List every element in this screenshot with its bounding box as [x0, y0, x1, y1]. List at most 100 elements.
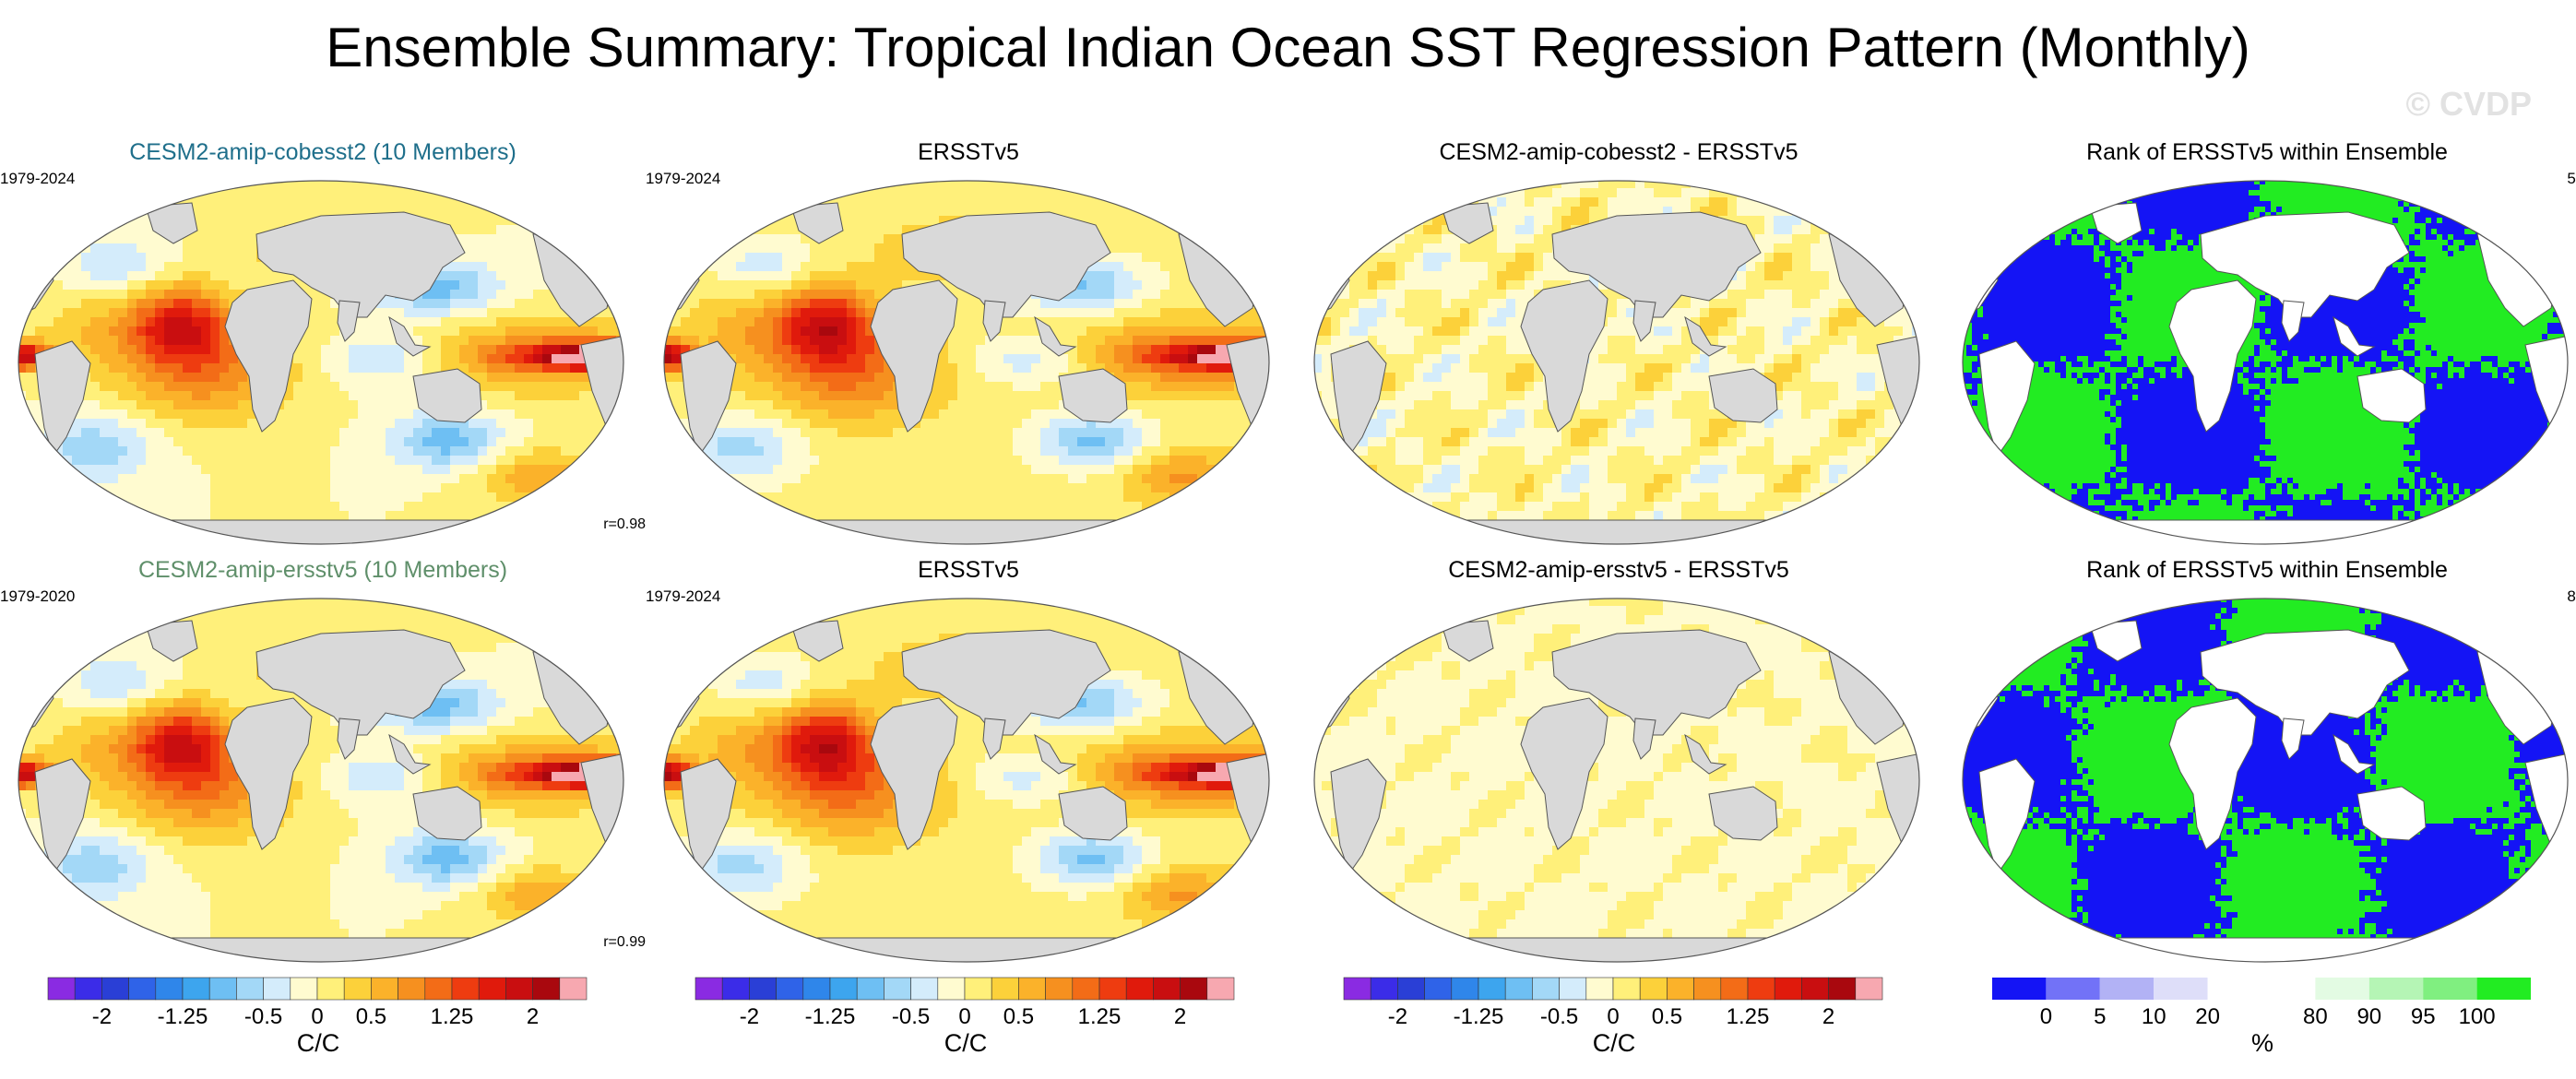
colorbar-swatch	[532, 977, 561, 1001]
colorbar: -2 -1.25 -0.5 0 0.5 1.25 2 C/C	[1342, 976, 1886, 1061]
colorbar-swatch	[1801, 977, 1829, 1001]
colorbar-swatch	[1720, 977, 1749, 1001]
map-panel: ERSSTv5 1979-2024	[646, 556, 1291, 963]
colorbar-graphic: -2 -1.25 -0.5 0 0.5 1.25 2	[694, 977, 1235, 1029]
colorbar-tick-label: 5	[2094, 1004, 2106, 1029]
colorbar-tick-label: 1.25	[1078, 1004, 1122, 1029]
colorbar-tick-label: 0.5	[356, 1004, 386, 1029]
colorbar-tick-label: 2	[527, 1004, 539, 1029]
colorbar-swatch	[1667, 977, 1694, 1001]
map-rank	[1962, 598, 2569, 963]
map-panel: CESM2-amip-cobesst2 (10 Members) 1979-202…	[0, 138, 646, 545]
colorbar-tick-label: 80	[2303, 1004, 2328, 1029]
colorbar-swatch	[964, 977, 992, 1001]
colorbar-swatch	[1693, 977, 1722, 1001]
colorbar-swatch	[2099, 978, 2155, 1000]
colorbar-swatch	[208, 977, 237, 1001]
colorbar-tick-label: 1.25	[1727, 1004, 1770, 1029]
panel-title: ERSSTv5	[646, 138, 1291, 166]
colorbar-swatch	[1639, 977, 1668, 1001]
colorbar-swatch	[910, 977, 939, 1001]
colorbar-swatch	[1370, 977, 1398, 1001]
watermark: © CVDP	[2405, 85, 2532, 124]
colorbar-tick-label: 2	[1822, 1004, 1834, 1029]
colorbar-swatch	[371, 977, 398, 1001]
colorbar-swatch	[776, 977, 804, 1001]
colorbar-graphic: -2 -1.25 -0.5 0 0.5 1.25 2	[1343, 977, 1883, 1029]
period-label: 1979-2024	[646, 587, 720, 606]
colorbar-tick-label: -1.25	[805, 1004, 856, 1029]
map-panel: Rank of ERSSTv5 within Ensemble 5%	[1944, 138, 2576, 545]
colorbar-swatch	[1018, 977, 1046, 1001]
map-panel: CESM2-amip-cobesst2 - ERSSTv5	[1296, 138, 1941, 545]
colorbar-tick-label: 0	[958, 1004, 970, 1029]
colorbar-tick-label: -1.25	[158, 1004, 208, 1029]
colorbar-swatch	[1072, 977, 1100, 1001]
colorbar-swatch	[1153, 977, 1181, 1001]
period-label: 1979-2024	[0, 170, 75, 188]
colorbar-tick-label: -2	[1388, 1004, 1407, 1029]
colorbar-tick-label: 0.5	[1652, 1004, 1682, 1029]
colorbar-swatch	[316, 977, 345, 1001]
colorbar-swatch	[1855, 977, 1883, 1001]
colorbar-swatch	[1045, 977, 1074, 1001]
colorbar-tick-label: -1.25	[1454, 1004, 1504, 1029]
panel-title: ERSSTv5	[646, 556, 1291, 584]
colorbar-unit: C/C	[1342, 1029, 1886, 1058]
colorbar-tick-label: -0.5	[244, 1004, 282, 1029]
colorbar-swatch	[2315, 978, 2369, 1000]
colorbar-swatch	[47, 977, 76, 1001]
colorbar-swatch	[2423, 978, 2477, 1000]
colorbar-tick-label: 100	[2459, 1004, 2496, 1029]
colorbar-swatch	[290, 977, 318, 1001]
map-diff2	[1313, 598, 1920, 963]
map-panel: CESM2-amip-ersstv5 (10 Members) 1979-2020…	[0, 556, 646, 963]
panel-title: CESM2-amip-ersstv5 - ERSSTv5	[1296, 556, 1941, 584]
colorbar-swatch	[1504, 977, 1533, 1001]
colorbar-swatch	[2046, 978, 2100, 1000]
colorbar-swatch	[559, 977, 588, 1001]
colorbar: -2 -1.25 -0.5 0 0.5 1.25 2 C/C	[694, 976, 1238, 1061]
colorbar-tick-label: 20	[2195, 1004, 2220, 1029]
colorbar-tick-label: 1.25	[431, 1004, 474, 1029]
colorbar-unit: C/C	[46, 1029, 590, 1058]
colorbar-tick-label: 0	[311, 1004, 323, 1029]
colorbar-swatch	[478, 977, 506, 1001]
colorbar-swatch	[2476, 978, 2531, 1000]
colorbar-swatch	[451, 977, 480, 1001]
colorbar-tick-label: -0.5	[1540, 1004, 1578, 1029]
colorbar-swatch	[236, 977, 264, 1001]
panel-title: CESM2-amip-cobesst2 - ERSSTv5	[1296, 138, 1941, 166]
colorbar-tick-label: 10	[2142, 1004, 2166, 1029]
colorbar-tick-label: 0.5	[1003, 1004, 1034, 1029]
colorbar-tick-label: 0	[2040, 1004, 2052, 1029]
colorbar-swatch	[802, 977, 831, 1001]
colorbar-swatch	[2207, 978, 2261, 1000]
colorbar-swatch	[263, 977, 291, 1001]
colorbar-unit: C/C	[694, 1029, 1238, 1058]
panel-title: CESM2-amip-cobesst2 (10 Members)	[0, 138, 646, 166]
panel-title: Rank of ERSSTv5 within Ensemble	[1944, 556, 2576, 584]
colorbar-swatch	[937, 977, 966, 1001]
correlation-label: r=0.98	[603, 516, 646, 533]
colorbar-tick-label: -2	[92, 1004, 112, 1029]
correlation-label: r=0.99	[603, 934, 646, 951]
colorbar-swatch	[1424, 977, 1453, 1001]
colorbar-swatch	[1992, 978, 2047, 1000]
colorbar-swatch	[1180, 977, 1208, 1001]
colorbar-swatch	[1532, 977, 1560, 1001]
colorbar-tick-label: -2	[740, 1004, 759, 1029]
colorbar-swatch	[1125, 977, 1154, 1001]
colorbar-swatch	[856, 977, 884, 1001]
colorbar-swatch	[1828, 977, 1857, 1001]
colorbar-swatch	[991, 977, 1019, 1001]
colorbar-swatch	[1343, 977, 1371, 1001]
colorbar-swatch	[1612, 977, 1641, 1001]
colorbar-swatch	[1774, 977, 1802, 1001]
map-diff	[1313, 180, 1920, 545]
panel-title: Rank of ERSSTv5 within Ensemble	[1944, 138, 2576, 166]
colorbar-swatch	[1397, 977, 1425, 1001]
colorbar: 0 5 10 20 80 90 95 100%	[1990, 976, 2534, 1061]
map-panel: Rank of ERSSTv5 within Ensemble 8%	[1944, 556, 2576, 963]
map-sst	[663, 180, 1270, 545]
